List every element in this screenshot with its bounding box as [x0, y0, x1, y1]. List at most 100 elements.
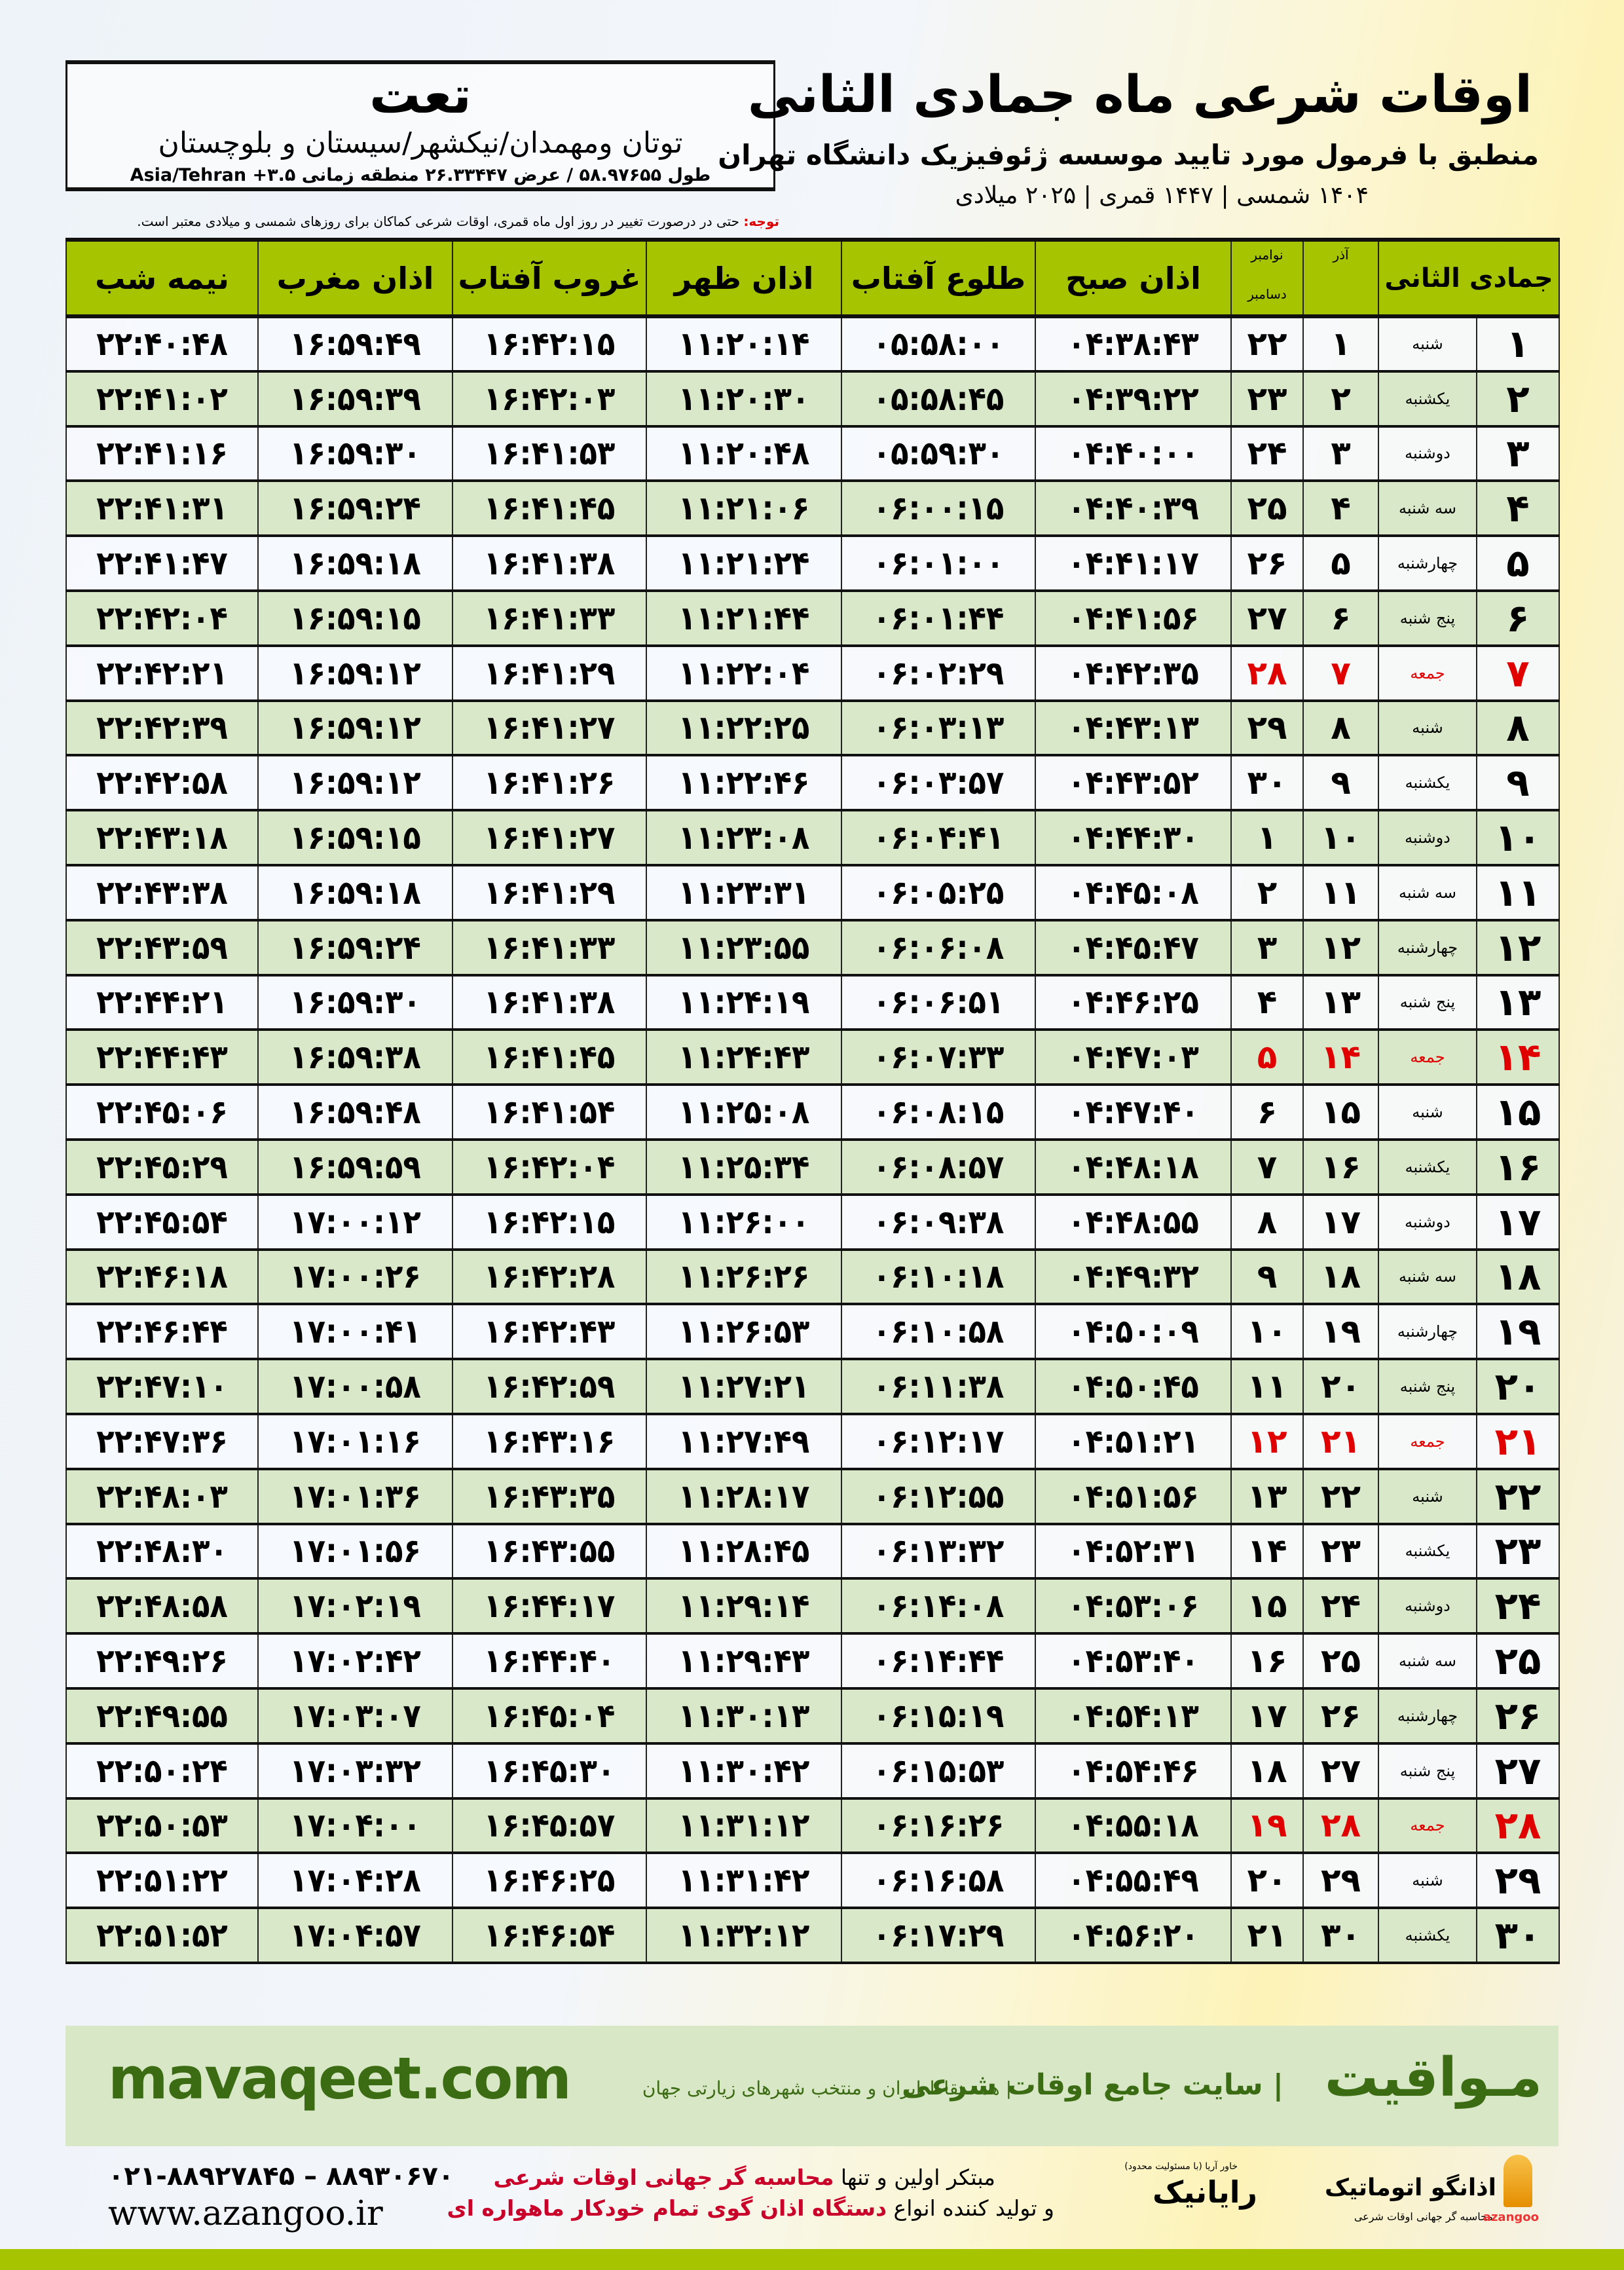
bottom-bar: [0, 2249, 1624, 2270]
azan-maghreb-cell: ۱۶:۵۹:۳۰: [257, 974, 453, 1032]
tolu-cell: ۰۶:۰۲:۲۹: [841, 644, 1036, 702]
azan-maghreb-cell: ۱۶:۵۹:۴۸: [257, 1084, 453, 1141]
ghorub-cell: ۱۶:۴۴:۴۰: [452, 1633, 647, 1690]
day-number-cell: ۲۲: [1476, 1468, 1560, 1525]
note-label: توجه:: [743, 214, 779, 229]
azan-zohr-cell: ۱۱:۲۲:۰۴: [646, 644, 842, 702]
nime-shab-cell: ۲۲:۴۱:۴۷: [65, 535, 259, 592]
header-ghorub: غروب آفتاب: [452, 238, 647, 318]
azan-zohr-cell: ۱۱:۳۰:۴۲: [646, 1742, 842, 1800]
weekday-cell: جمعه: [1378, 1029, 1477, 1087]
nime-shab-cell: ۲۲:۴۲:۰۴: [65, 589, 259, 647]
tolu-cell: ۰۶:۰۳:۱۳: [841, 699, 1036, 757]
note-text: حتی در درصورت تغییر در روز اول ماه قمری،…: [137, 214, 744, 229]
header-day: جمادی الثانی: [1378, 238, 1560, 318]
table-row: ۲۲:۴۸:۰۳ ۱۷:۰۱:۳۶ ۱۶:۴۳:۳۵ ۱۱:۲۸:۱۷ ۰۶:۱۲:۵۵…: [65, 1468, 1560, 1525]
tolu-cell: ۰۶:۰۱:۰۰: [841, 535, 1036, 592]
city-name: تعت: [369, 66, 471, 125]
table-row: ۲۲:۴۴:۴۳ ۱۶:۵۹:۳۸ ۱۶:۴۱:۴۵ ۱۱:۲۴:۴۳ ۰۶:۰۷:۳۳…: [65, 1029, 1560, 1087]
azan-zohr-cell: ۱۱:۲۳:۳۱: [646, 864, 842, 921]
azan-zohr-cell: ۱۱:۲۶:۲۶: [646, 1248, 842, 1306]
azan-maghreb-cell: ۱۶:۵۹:۴۹: [257, 316, 453, 373]
day-number-cell: ۱۴: [1476, 1029, 1560, 1087]
ghorub-cell: ۱۶:۴۱:۲۹: [452, 644, 647, 702]
nime-shab-cell: ۲۲:۵۱:۲۲: [65, 1852, 259, 1910]
azan-zohr-cell: ۱۱:۳۰:۱۳: [646, 1687, 842, 1745]
gregorian-day-cell: ۱۶: [1230, 1633, 1304, 1690]
ghorub-cell: ۱۶:۴۲:۱۵: [452, 316, 647, 373]
azar-day-cell: ۹: [1302, 754, 1379, 812]
day-number-cell: ۱۵: [1476, 1084, 1560, 1141]
note: توجه: حتی در درصورت تغییر در روز اول ماه…: [65, 214, 779, 229]
weekday-cell: سه شنبه: [1378, 1248, 1477, 1306]
tolu-cell: ۰۶:۱۶:۵۸: [841, 1852, 1036, 1910]
header-dec: دسامبر: [1247, 286, 1287, 302]
nime-shab-cell: ۲۲:۴۷:۱۰: [65, 1358, 259, 1415]
gregorian-day-cell: ۴: [1230, 974, 1304, 1032]
azan-zohr-cell: ۱۱:۲۳:۰۸: [646, 809, 842, 866]
azar-day-cell: ۱: [1302, 316, 1379, 373]
azan-sobh-cell: ۰۴:۵۰:۴۵: [1035, 1358, 1232, 1415]
azan-sobh-cell: ۰۴:۴۳:۱۳: [1035, 699, 1232, 757]
tolu-cell: ۰۶:۱۶:۲۶: [841, 1797, 1036, 1855]
ghorub-cell: ۱۶:۴۴:۱۷: [452, 1578, 647, 1635]
azan-maghreb-cell: ۱۷:۰۱:۳۶: [257, 1468, 453, 1525]
year-line: ۱۴۰۴ شمسی | ۱۴۴۷ قمری | ۲۰۲۵ میلادی: [955, 182, 1369, 209]
azan-sobh-cell: ۰۴:۴۴:۳۰: [1035, 809, 1232, 866]
gregorian-day-cell: ۲۴: [1230, 425, 1304, 483]
weekday-cell: جمعه: [1378, 1797, 1477, 1855]
nime-shab-cell: ۲۲:۴۸:۵۸: [65, 1578, 259, 1635]
promo-2a: و تولید کننده انواع: [887, 2195, 1054, 2221]
nime-shab-cell: ۲۲:۴۹:۲۶: [65, 1633, 259, 1690]
table-row: ۲۲:۴۲:۲۱ ۱۶:۵۹:۱۲ ۱۶:۴۱:۲۹ ۱۱:۲۲:۰۴ ۰۶:۰۲:۲۹…: [65, 644, 1560, 702]
table-row: ۲۲:۴۳:۱۸ ۱۶:۵۹:۱۵ ۱۶:۴۱:۲۷ ۱۱:۲۳:۰۸ ۰۶:۰۴:۴۱…: [65, 809, 1560, 866]
weekday-cell: شنبه: [1378, 699, 1477, 757]
weekday-cell: یکشنبه: [1378, 754, 1477, 812]
table-row: ۲۲:۴۲:۵۸ ۱۶:۵۹:۱۲ ۱۶:۴۱:۲۶ ۱۱:۲۲:۴۶ ۰۶:۰۳:۵۷…: [65, 754, 1560, 812]
azar-day-cell: ۲: [1302, 370, 1379, 428]
ghorub-cell: ۱۶:۴۲:۴۳: [452, 1303, 647, 1361]
azan-zohr-cell: ۱۱:۲۳:۵۵: [646, 919, 842, 977]
azar-day-cell: ۲۲: [1302, 1468, 1379, 1525]
nime-shab-cell: ۲۲:۴۳:۱۸: [65, 809, 259, 866]
ghorub-cell: ۱۶:۴۵:۵۷: [452, 1797, 647, 1855]
weekday-cell: سه شنبه: [1378, 480, 1477, 538]
azan-sobh-cell: ۰۴:۵۰:۰۹: [1035, 1303, 1232, 1361]
nime-shab-cell: ۲۲:۴۹:۵۵: [65, 1687, 259, 1745]
ghorub-cell: ۱۶:۴۱:۴۵: [452, 480, 647, 538]
mavaqeet-site[interactable]: mavaqeet.com: [108, 2045, 572, 2112]
header-nov: نوامبر: [1251, 247, 1283, 263]
gregorian-day-cell: ۱۲: [1230, 1413, 1304, 1470]
weekday-cell: چهارشنبه: [1378, 1687, 1477, 1745]
nime-shab-cell: ۲۲:۴۵:۵۴: [65, 1193, 259, 1251]
azangoo-website[interactable]: www.azangoo.ir: [108, 2194, 383, 2233]
azar-day-cell: ۱۱: [1302, 864, 1379, 921]
promo-line-1: مبتکر اولین و تنها محاسبه گر جهانی اوقات…: [494, 2165, 995, 2190]
azar-day-cell: ۳۰: [1302, 1907, 1379, 1964]
azar-day-cell: ۱۷: [1302, 1193, 1379, 1251]
azan-sobh-cell: ۰۴:۴۰:۰۰: [1035, 425, 1232, 483]
table-row: ۲۲:۴۱:۰۲ ۱۶:۵۹:۳۹ ۱۶:۴۲:۰۳ ۱۱:۲۰:۳۰ ۰۵:۵۸:۴۵…: [65, 370, 1560, 428]
azangoo-latin: azangoo: [1483, 2210, 1539, 2224]
header-azar: آذر: [1302, 238, 1379, 318]
azar-day-cell: ۱۲: [1302, 919, 1379, 977]
azar-day-cell: ۱۰: [1302, 809, 1379, 866]
nime-shab-cell: ۲۲:۴۱:۰۲: [65, 370, 259, 428]
day-number-cell: ۱۳: [1476, 974, 1560, 1032]
day-number-cell: ۲۵: [1476, 1633, 1560, 1690]
weekday-cell: پنج شنبه: [1378, 1742, 1477, 1800]
azar-day-cell: ۷: [1302, 644, 1379, 702]
azar-day-cell: ۲۵: [1302, 1633, 1379, 1690]
ghorub-cell: ۱۶:۴۲:۰۳: [452, 370, 647, 428]
ghorub-cell: ۱۶:۴۱:۲۹: [452, 864, 647, 921]
day-number-cell: ۱۶: [1476, 1138, 1560, 1196]
table-body: ۲۲:۴۰:۴۸ ۱۶:۵۹:۴۹ ۱۶:۴۲:۱۵ ۱۱:۲۰:۱۴ ۰۵:۵۸:۰۰…: [65, 316, 1560, 1964]
nime-shab-cell: ۲۲:۴۴:۴۳: [65, 1029, 259, 1087]
table-row: ۲۲:۴۶:۴۴ ۱۷:۰۰:۴۱ ۱۶:۴۲:۴۳ ۱۱:۲۶:۵۳ ۰۶:۱۰:۵۸…: [65, 1303, 1560, 1361]
azan-maghreb-cell: ۱۷:۰۳:۰۷: [257, 1687, 453, 1745]
azan-maghreb-cell: ۱۷:۰۲:۴۲: [257, 1633, 453, 1690]
nime-shab-cell: ۲۲:۵۰:۵۳: [65, 1797, 259, 1855]
tolu-cell: ۰۶:۱۲:۱۷: [841, 1413, 1036, 1470]
nime-shab-cell: ۲۲:۴۸:۰۳: [65, 1468, 259, 1525]
tolu-cell: ۰۵:۵۸:۰۰: [841, 316, 1036, 373]
